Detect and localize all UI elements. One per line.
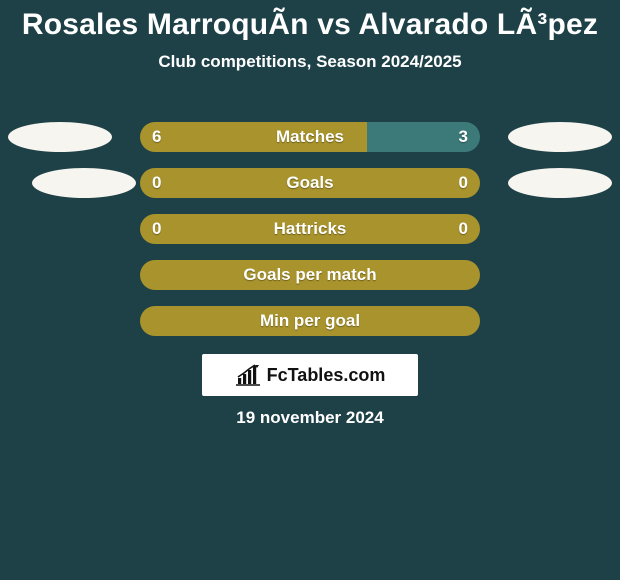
stat-bar-left xyxy=(140,306,480,336)
stat-bar: Goals per match xyxy=(140,260,480,290)
stat-bar: Min per goal xyxy=(140,306,480,336)
stat-rows: 63Matches 00Goals 00Hattricks Goals per mat… xyxy=(0,122,620,352)
stat-bar-left xyxy=(140,214,480,244)
player-chip-left xyxy=(32,168,136,198)
stat-bar-left xyxy=(140,260,480,290)
stat-row: Min per goal xyxy=(0,306,620,336)
date-label: 19 november 2024 xyxy=(0,408,620,428)
logo-box: FcTables.com xyxy=(202,354,418,396)
comparison-canvas: Rosales MarroquÃ­n vs Alvarado LÃ³pez Cl… xyxy=(0,0,620,580)
stat-row: 00Hattricks xyxy=(0,214,620,244)
bar-chart-icon xyxy=(235,364,261,386)
stat-bar: 00Goals xyxy=(140,168,480,198)
page-subtitle: Club competitions, Season 2024/2025 xyxy=(0,52,620,72)
stat-bar: 00Hattricks xyxy=(140,214,480,244)
stat-row: 00Goals xyxy=(0,168,620,198)
player-chip-left xyxy=(8,122,112,152)
stat-row: Goals per match xyxy=(0,260,620,290)
stat-bar-left xyxy=(140,122,367,152)
page-title: Rosales MarroquÃ­n vs Alvarado LÃ³pez xyxy=(0,0,620,42)
stat-bar: 63Matches xyxy=(140,122,480,152)
player-chip-right xyxy=(508,122,612,152)
logo-text: FcTables.com xyxy=(267,365,386,386)
stat-bar-right xyxy=(367,122,480,152)
stat-bar-left xyxy=(140,168,480,198)
player-chip-right xyxy=(508,168,612,198)
stat-row: 63Matches xyxy=(0,122,620,152)
